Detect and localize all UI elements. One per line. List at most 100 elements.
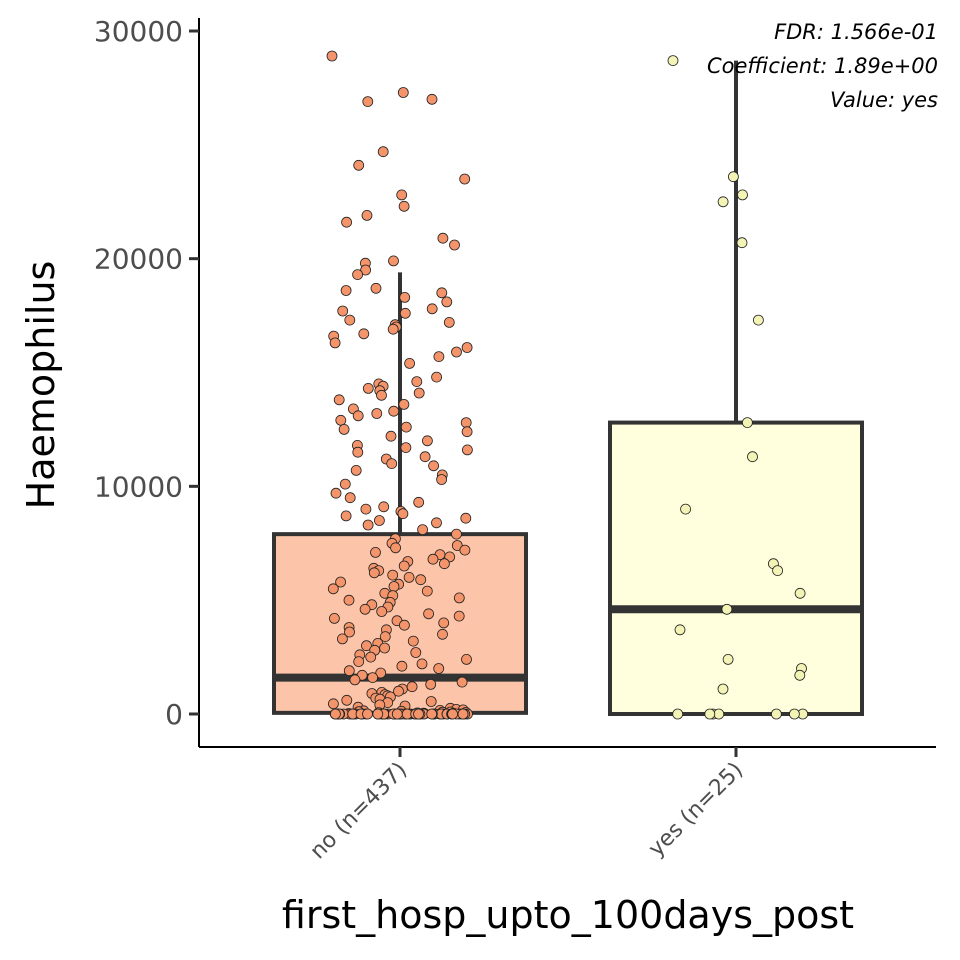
data-point: [419, 451, 431, 463]
data-point: [390, 542, 402, 554]
data-point: [459, 173, 471, 185]
box: [608, 420, 864, 716]
x-tick-label: yes (n=25): [644, 758, 748, 862]
data-point: [441, 296, 453, 308]
data-point: [370, 547, 381, 558]
data-point: [353, 656, 365, 667]
data-point: [672, 708, 684, 720]
data-point: [413, 708, 424, 720]
data-point: [378, 501, 390, 513]
data-point: [460, 417, 472, 429]
coefficient-annotation: Coefficient: 1.89e+00: [707, 54, 938, 78]
data-point: [713, 708, 725, 720]
data-point: [425, 679, 437, 690]
data-point: [326, 50, 338, 62]
data-point: [789, 708, 800, 720]
data-point: [359, 603, 371, 615]
data-point: [438, 558, 450, 570]
data-point: [403, 572, 415, 583]
data-point: [421, 435, 433, 447]
data-point: [372, 708, 384, 720]
data-point: [375, 667, 387, 679]
data-point: [421, 585, 433, 597]
data-point: [396, 189, 408, 201]
data-point: [407, 635, 419, 647]
data-point: [391, 708, 403, 720]
data-point: [794, 669, 806, 681]
data-point: [423, 608, 435, 620]
data-point: [358, 328, 370, 340]
value-annotation: Value: yes: [830, 88, 938, 112]
x-tick-label: no (n=437): [306, 758, 413, 865]
data-point: [717, 683, 729, 695]
data-point: [736, 237, 748, 249]
data-point: [393, 685, 404, 697]
data-point: [360, 264, 372, 276]
box-group: [608, 55, 864, 720]
box-group: [272, 50, 528, 720]
data-point: [404, 357, 416, 369]
data-point: [728, 171, 739, 183]
data-point: [398, 200, 410, 212]
data-point: [427, 553, 439, 565]
data-point: [416, 658, 428, 670]
data-point: [772, 565, 783, 576]
data-point: [361, 640, 372, 652]
data-point: [437, 232, 449, 244]
data-point: [365, 651, 377, 663]
data-point: [437, 628, 448, 640]
data-point: [337, 305, 349, 317]
data-point: [461, 426, 473, 438]
data-point: [343, 594, 355, 606]
data-point: [360, 503, 372, 515]
data-point: [362, 519, 374, 531]
data-point: [376, 389, 387, 401]
data-point: [426, 708, 438, 720]
data-point: [443, 316, 455, 328]
data-point: [370, 282, 382, 294]
data-point: [667, 55, 679, 66]
data-point: [747, 451, 758, 463]
data-point: [794, 587, 806, 599]
data-point: [453, 592, 465, 604]
data-point: [328, 613, 340, 624]
data-point: [771, 708, 782, 720]
data-point: [330, 487, 342, 499]
data-point: [413, 387, 425, 399]
plot-area: [272, 50, 864, 720]
data-point: [335, 576, 347, 588]
data-point: [329, 708, 341, 720]
data-point: [336, 633, 348, 645]
data-point: [387, 569, 399, 581]
y-tick-label: 30000: [94, 15, 183, 48]
data-point: [433, 351, 445, 363]
fdr-annotation: FDR: 1.566e-01: [774, 20, 938, 44]
data-point: [426, 303, 438, 315]
data-point: [352, 410, 364, 422]
data-point: [431, 371, 443, 383]
data-point: [722, 654, 734, 665]
x-axis-title: first_hosp_upto_100days_post: [282, 893, 854, 937]
x-axis: no (n=437) yes (n=25): [199, 746, 936, 865]
data-point: [377, 146, 389, 158]
data-point: [415, 574, 427, 586]
data-point: [451, 346, 462, 358]
data-point: [350, 464, 362, 476]
data-point: [449, 239, 460, 251]
y-tick-label: 10000: [94, 470, 183, 503]
data-point: [368, 567, 380, 579]
data-point: [428, 460, 440, 472]
data-point: [361, 209, 373, 221]
data-point: [413, 496, 425, 508]
data-point: [339, 478, 351, 490]
data-point: [340, 510, 352, 522]
data-point: [737, 189, 748, 201]
data-point: [388, 255, 399, 267]
data-point: [398, 560, 410, 572]
data-point: [353, 159, 365, 171]
data-point: [417, 524, 429, 535]
data-point: [371, 408, 383, 419]
data-point: [438, 617, 450, 629]
data-point: [399, 291, 411, 303]
